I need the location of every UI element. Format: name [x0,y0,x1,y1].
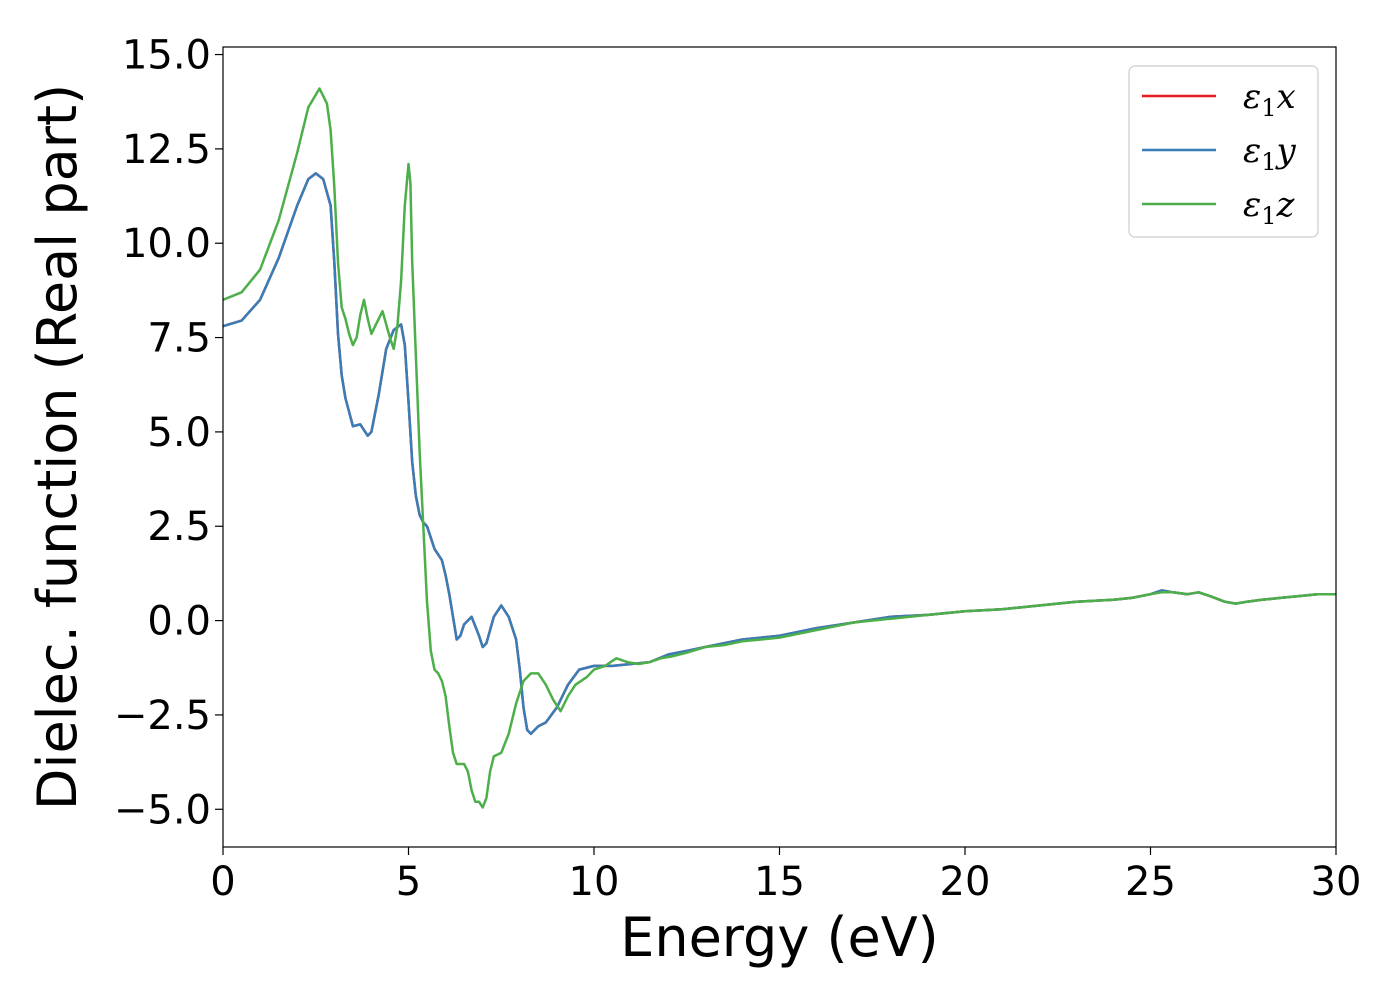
legend: ε1x ε1y ε1z [1128,65,1319,238]
legend-label-z: ε1z [1243,185,1296,230]
x-tick-label: 10 [569,859,620,905]
y-tick-label: 2.5 [147,504,211,550]
x-tick-label: 30 [1311,859,1362,905]
x-tick-label: 20 [940,859,991,905]
y-tick-label: 10.0 [122,221,211,267]
y-axis-label: Dielec. function (Real part) [26,84,89,810]
series-line-z [222,87,1336,809]
y-axis-ticks: −5.0 −2.5 0.0 2.5 5.0 7.5 10.0 12.5 15.0 [114,33,223,833]
y-tick-label: 15.0 [122,33,211,79]
legend-label-y: ε1y [1243,131,1297,176]
x-axis-ticks: 0 5 10 15 20 25 30 [210,847,1361,905]
y-tick-label: 7.5 [147,316,211,362]
x-tick-label: 5 [396,859,421,905]
legend-box [1128,65,1319,238]
y-tick-label: 5.0 [147,410,211,456]
x-axis-label: Energy (eV) [620,906,939,969]
y-tick-label: 0.0 [147,599,211,645]
x-tick-label: 15 [754,859,805,905]
series-layer [222,87,1336,809]
x-tick-label: 25 [1125,859,1176,905]
y-tick-label: 12.5 [122,127,211,173]
legend-label-x: ε1x [1243,77,1296,122]
y-tick-label: −2.5 [114,693,211,739]
x-tick-label: 0 [210,859,235,905]
y-tick-label: −5.0 [114,787,211,833]
